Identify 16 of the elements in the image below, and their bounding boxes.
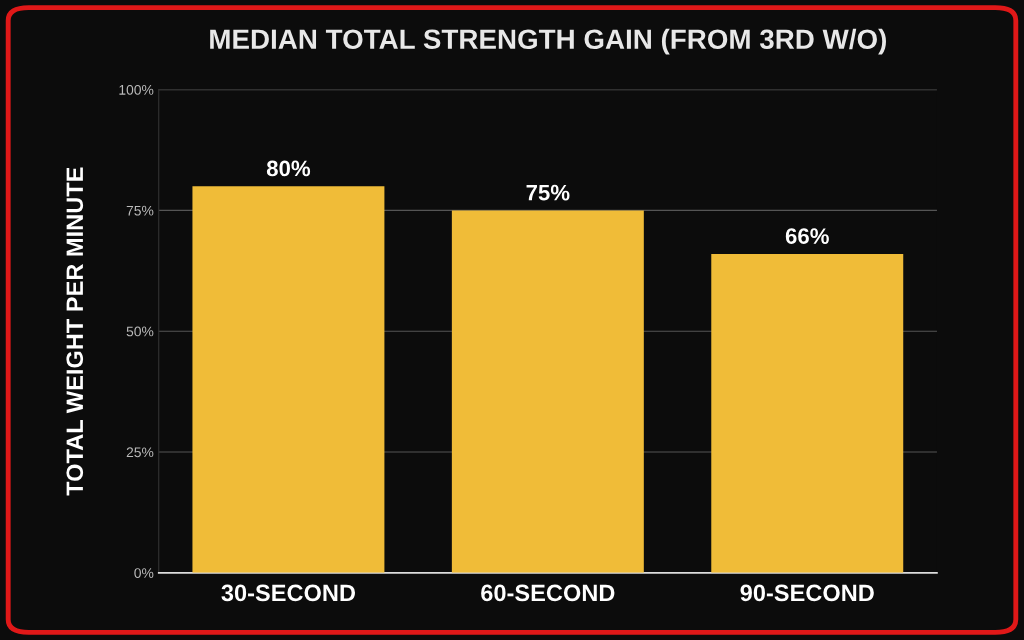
y-axis-title: TOTAL WEIGHT PER MINUTE: [66, 167, 84, 496]
data-label: 80%: [266, 160, 311, 177]
bar: [192, 186, 385, 573]
y-tick-label: 0%: [134, 568, 154, 578]
y-tick-label: 75%: [126, 205, 154, 216]
x-tick-label: 30-SECOND: [221, 584, 356, 602]
bar: [711, 253, 904, 573]
y-tick-label: 100%: [119, 84, 154, 95]
x-tick-label: 90-SECOND: [740, 584, 874, 602]
bar: [451, 210, 644, 573]
x-tick-label: 60-SECOND: [481, 584, 615, 602]
y-tick-label: 25%: [126, 447, 154, 458]
data-label: 75%: [526, 184, 570, 201]
chart-title: MEDIAN TOTAL STRENGTH GAIN (FROM 3RD W/O): [210, 28, 886, 55]
y-tick-label: 50%: [126, 326, 154, 337]
data-label: 66%: [785, 228, 829, 244]
